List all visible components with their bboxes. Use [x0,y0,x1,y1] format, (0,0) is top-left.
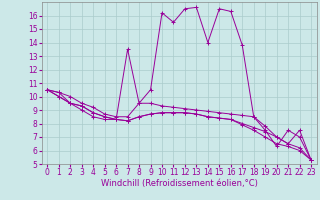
X-axis label: Windchill (Refroidissement éolien,°C): Windchill (Refroidissement éolien,°C) [101,179,258,188]
